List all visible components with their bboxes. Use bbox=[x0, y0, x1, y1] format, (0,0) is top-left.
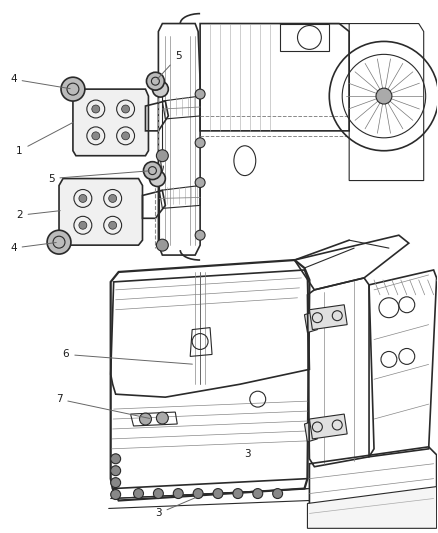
Polygon shape bbox=[59, 179, 142, 245]
Polygon shape bbox=[73, 89, 148, 156]
Circle shape bbox=[213, 489, 223, 498]
Circle shape bbox=[140, 413, 152, 425]
Circle shape bbox=[92, 105, 100, 113]
Circle shape bbox=[376, 88, 392, 104]
Circle shape bbox=[195, 230, 205, 240]
Circle shape bbox=[109, 195, 117, 203]
Circle shape bbox=[149, 171, 165, 187]
Text: 7: 7 bbox=[56, 394, 150, 418]
Circle shape bbox=[61, 77, 85, 101]
Circle shape bbox=[144, 161, 161, 180]
Text: 2: 2 bbox=[16, 211, 60, 220]
Circle shape bbox=[195, 89, 205, 99]
Circle shape bbox=[156, 412, 168, 424]
Circle shape bbox=[195, 138, 205, 148]
Circle shape bbox=[156, 239, 168, 251]
Circle shape bbox=[79, 195, 87, 203]
Circle shape bbox=[122, 105, 130, 113]
Circle shape bbox=[193, 489, 203, 498]
Text: 4: 4 bbox=[10, 74, 70, 88]
Polygon shape bbox=[309, 305, 347, 329]
Circle shape bbox=[152, 81, 168, 97]
Text: 3: 3 bbox=[244, 449, 251, 459]
Circle shape bbox=[253, 489, 263, 498]
Circle shape bbox=[111, 490, 120, 499]
Circle shape bbox=[195, 177, 205, 188]
Circle shape bbox=[111, 466, 120, 475]
Circle shape bbox=[233, 489, 243, 498]
Circle shape bbox=[134, 489, 144, 498]
Text: 6: 6 bbox=[63, 350, 192, 364]
Circle shape bbox=[122, 132, 130, 140]
Text: 5: 5 bbox=[157, 51, 182, 79]
Circle shape bbox=[273, 489, 283, 498]
Circle shape bbox=[109, 221, 117, 229]
Circle shape bbox=[146, 72, 164, 90]
Circle shape bbox=[79, 221, 87, 229]
Circle shape bbox=[156, 150, 168, 161]
Polygon shape bbox=[304, 421, 318, 442]
Circle shape bbox=[173, 489, 183, 498]
Circle shape bbox=[153, 489, 163, 498]
Circle shape bbox=[111, 454, 120, 464]
Circle shape bbox=[47, 230, 71, 254]
Text: 5: 5 bbox=[48, 171, 150, 183]
Polygon shape bbox=[307, 487, 437, 528]
Circle shape bbox=[92, 132, 100, 140]
Circle shape bbox=[111, 478, 120, 488]
Text: 4: 4 bbox=[10, 243, 56, 253]
Text: 3: 3 bbox=[155, 498, 196, 519]
Polygon shape bbox=[309, 414, 347, 439]
Text: 1: 1 bbox=[16, 122, 74, 156]
Polygon shape bbox=[304, 312, 318, 333]
